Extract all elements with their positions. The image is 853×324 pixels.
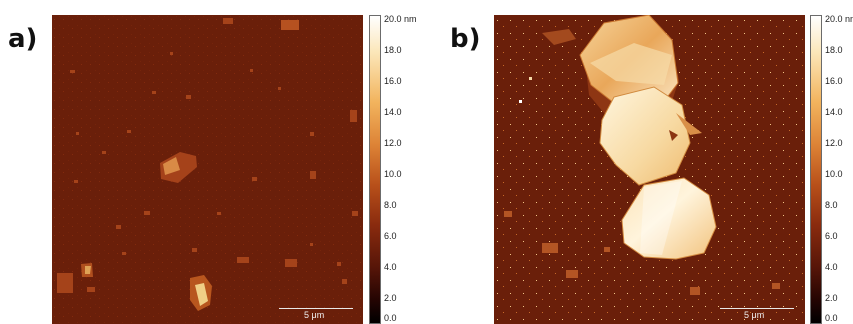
colorbar-a-ticks: 20.0 nm 18.0 16.0 14.0 12.0 10.0 8.0 6.0… [384, 14, 424, 324]
colorbar-b-tick-20: 20.0 nm [825, 14, 853, 24]
colorbar-b-tick-18: 18.0 [825, 45, 843, 55]
colorbar-a [369, 15, 381, 324]
panel-a-label: a) [8, 24, 38, 54]
scale-bar-a-label: 5 μm [304, 310, 325, 320]
colorbar-a-tick-18: 18.0 [384, 45, 402, 55]
colorbar-a-tick-0: 0.0 [384, 313, 397, 323]
colorbar-a-tick-8: 8.0 [384, 200, 397, 210]
afm-image-b-topography [494, 15, 805, 324]
colorbar-a-tick-20: 20.0 nm [384, 14, 417, 24]
colorbar-b-tick-16: 16.0 [825, 76, 843, 86]
colorbar-b-tick-4: 4.0 [825, 262, 838, 272]
colorbar-b-tick-10: 10.0 [825, 169, 843, 179]
colorbar-a-tick-12: 12.0 [384, 138, 402, 148]
colorbar-b-tick-0: 0.0 [825, 313, 838, 323]
panel-b-label: b) [450, 24, 481, 54]
colorbar-b-tick-14: 14.0 [825, 107, 843, 117]
colorbar-a-tick-2: 2.0 [384, 293, 397, 303]
colorbar-a-tick-6: 6.0 [384, 231, 397, 241]
scale-bar-a [279, 308, 353, 309]
colorbar-b-tick-12: 12.0 [825, 138, 843, 148]
afm-image-b: 5 μm [494, 15, 805, 324]
colorbar-a-tick-16: 16.0 [384, 76, 402, 86]
scale-bar-b [720, 308, 794, 309]
colorbar-b [810, 15, 822, 324]
colorbar-a-tick-4: 4.0 [384, 262, 397, 272]
afm-image-a-topography [52, 15, 363, 324]
afm-image-a: 5 μm [52, 15, 363, 324]
colorbar-a-tick-10: 10.0 [384, 169, 402, 179]
colorbar-b-tick-2: 2.0 [825, 293, 838, 303]
colorbar-a-tick-14: 14.0 [384, 107, 402, 117]
colorbar-b-tick-6: 6.0 [825, 231, 838, 241]
colorbar-b-tick-8: 8.0 [825, 200, 838, 210]
scale-bar-b-label: 5 μm [744, 310, 765, 320]
colorbar-b-ticks: 20.0 nm 18.0 16.0 14.0 12.0 10.0 8.0 6.0… [825, 14, 853, 324]
